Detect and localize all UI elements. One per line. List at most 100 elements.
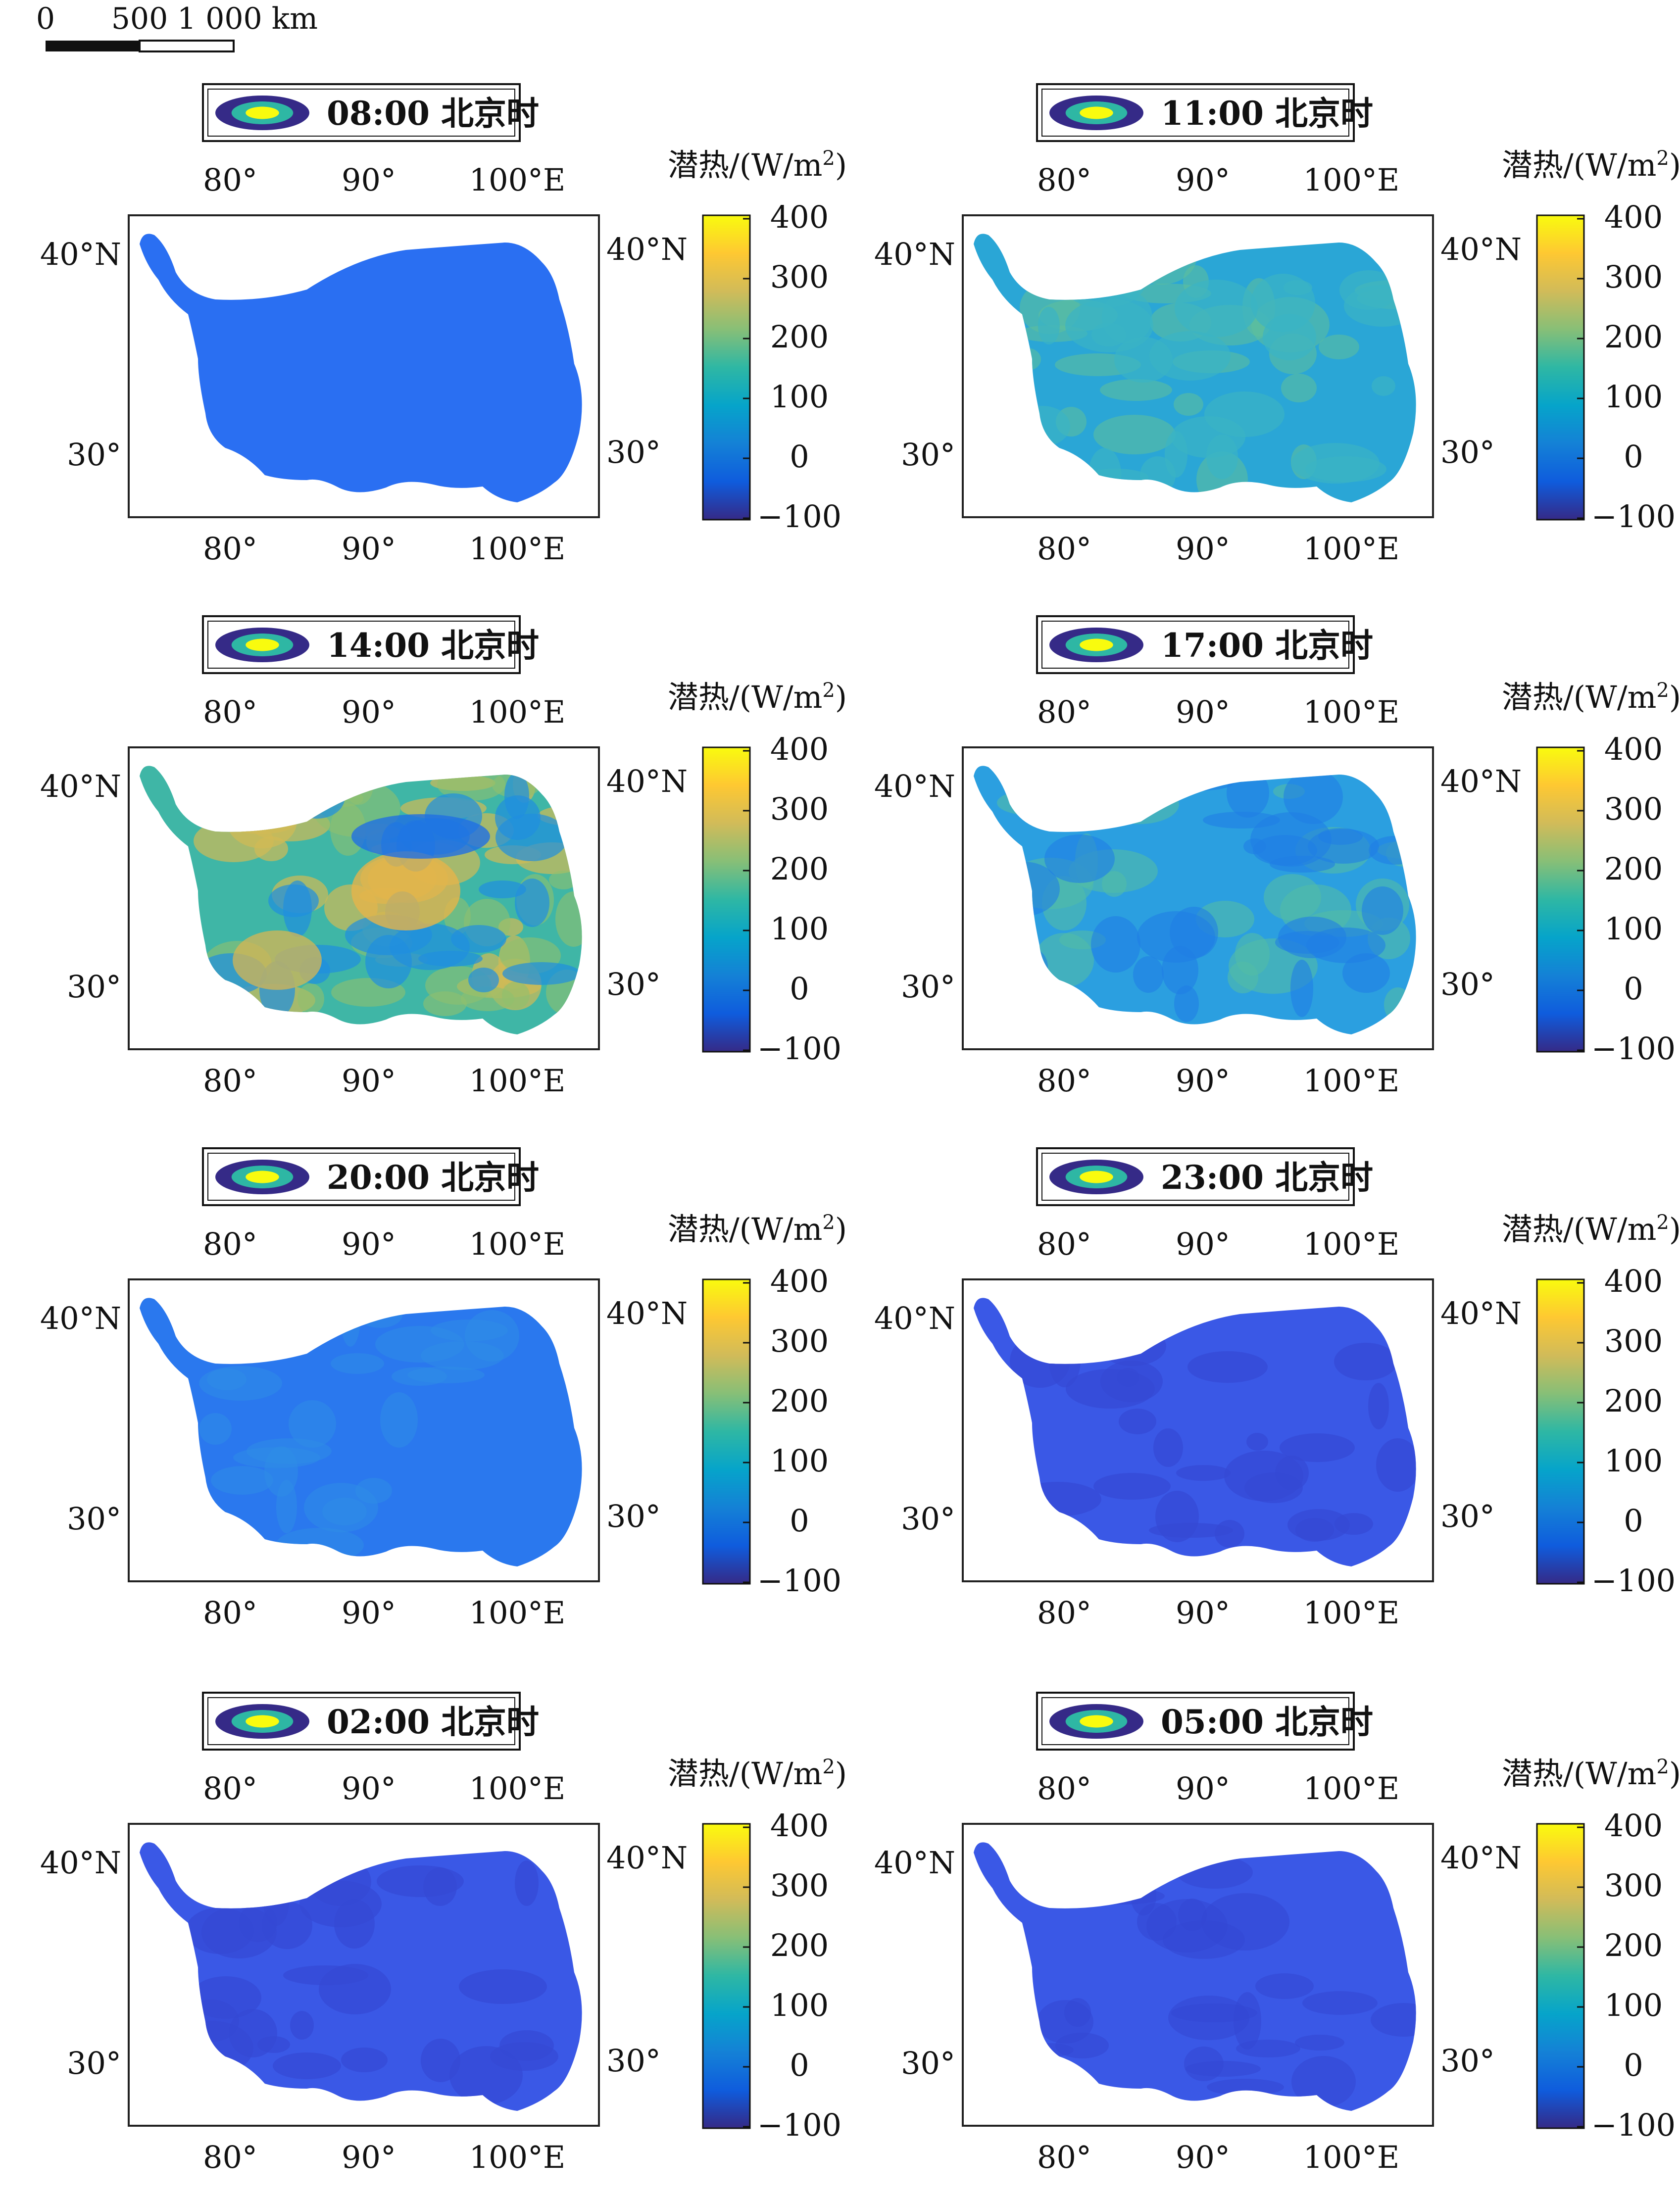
map-area [962, 746, 1434, 1050]
heat-patch [1255, 1973, 1314, 1999]
heat-patch [1270, 856, 1335, 873]
colorbar-tick-label: 100 [770, 379, 829, 415]
heat-patch [1280, 1433, 1355, 1462]
colorbar-tick-label: 300 [1604, 791, 1663, 827]
colorbar-title: 潜热/(W/m2) [1502, 147, 1680, 183]
heat-patch [201, 1906, 277, 1958]
heat-patch [549, 871, 578, 889]
lat-tick-label-left: 40°N [874, 1845, 955, 1881]
colorbar-tick-label: 0 [790, 1503, 809, 1539]
legend-ellipse-icon [215, 628, 309, 662]
heat-patch [479, 880, 526, 898]
heat-patch [1187, 1351, 1268, 1383]
lon-tick-label-bottom: 80° [1037, 2139, 1091, 2175]
colorbar-tick-label: 0 [790, 971, 809, 1007]
lat-tick-label-right: 30° [1440, 966, 1495, 1002]
heat-patch [375, 1326, 464, 1363]
colorbar-tick-label: 100 [770, 1443, 829, 1479]
lat-tick-label-left: 40°N [874, 236, 955, 272]
heat-patch [1215, 1520, 1244, 1548]
title-inner-frame [207, 1153, 515, 1201]
heat-patch [1176, 1465, 1231, 1481]
colorbar [702, 746, 751, 1053]
panel-title-box: 08:00 北京时 [202, 83, 539, 142]
colorbar-tick-label: 100 [1604, 1443, 1663, 1479]
panel-time-label: 17:00 北京时 [1161, 626, 1373, 665]
colorbar-tick-label: 400 [770, 199, 829, 235]
heat-patch [1306, 928, 1385, 963]
colorbar-tick-label: 100 [1604, 1987, 1663, 2023]
lon-tick-label-top: 80° [1037, 1770, 1091, 1807]
lat-tick-label-left: 40°N [40, 236, 121, 272]
heat-patch [1163, 1920, 1245, 1959]
colorbar-tick-label: 300 [770, 1323, 829, 1359]
lon-tick-label-top: 90° [342, 1770, 396, 1807]
lat-tick-label-left: 40°N [40, 1300, 121, 1336]
scale-bar-white [139, 40, 235, 52]
heat-patch [499, 2030, 554, 2061]
colorbar-tick-label: 400 [770, 731, 829, 767]
lat-tick-label-right: 40°N [1440, 763, 1522, 799]
heat-patch [290, 2011, 314, 2040]
heat-patch [1100, 379, 1172, 401]
colorbar-tick-label: −100 [1591, 498, 1676, 535]
lon-tick-label-bottom: 90° [342, 531, 396, 567]
colorbar-tick-label: 300 [770, 1867, 829, 1904]
heat-patch [1133, 956, 1164, 993]
lat-tick-label-left: 40°N [874, 768, 955, 804]
colorbar-title: 潜热/(W/m2) [1502, 1211, 1680, 1247]
heat-patch [1091, 323, 1126, 346]
heat-patch [1362, 886, 1403, 935]
colorbar-tick-label: 200 [770, 1927, 829, 1963]
heat-patch [380, 1392, 418, 1448]
heat-patch [322, 1498, 367, 1525]
legend-ellipse-icon [215, 96, 309, 130]
legend-ellipse-icon [1049, 628, 1143, 662]
colorbar-tick-label: 300 [770, 259, 829, 295]
lat-tick-label-right: 40°N [606, 1840, 688, 1876]
heat-hotspot [351, 851, 460, 930]
panel-title-box: 20:00 北京时 [202, 1147, 539, 1206]
colorbar-tick-label: −100 [757, 2107, 841, 2143]
colorbar-tick-label: 0 [1624, 439, 1643, 475]
heat-patch [1100, 1361, 1163, 1402]
colorbar-tick-label: 200 [1604, 1383, 1663, 1419]
lon-tick-label-bottom: 100°E [469, 531, 566, 567]
heat-patch [1038, 307, 1060, 344]
heat-patch [377, 1865, 464, 1897]
heat-patch [495, 795, 541, 840]
lat-tick-label-right: 30° [606, 1498, 661, 1534]
colorbar-tick-label: 100 [1604, 911, 1663, 947]
lon-tick-label-bottom: 90° [342, 1595, 396, 1631]
lon-tick-label-top: 100°E [469, 162, 566, 198]
lon-tick-label-top: 80° [203, 1226, 257, 1262]
lon-tick-label-top: 90° [342, 694, 396, 730]
scale-bar: 0 500 1 000 km [36, 1, 318, 52]
map-panel: 17:00 北京时 80° 90° 100°E 40°N 30° 40°N 30° 80° 90°… [874, 615, 1680, 1099]
colorbar-tick-label: 200 [770, 319, 829, 355]
lon-tick-label-top: 90° [1176, 1226, 1230, 1262]
heat-hotspot [233, 930, 322, 990]
panel-time-label: 08:00 北京时 [327, 94, 539, 133]
lat-tick-label-right: 30° [1440, 2043, 1495, 2079]
heat-patch [1091, 916, 1140, 973]
colorbar-tick-label: 200 [1604, 319, 1663, 355]
lat-tick-label-right: 30° [1440, 434, 1495, 470]
heat-patch [1368, 1383, 1389, 1429]
colorbar-title: 潜热/(W/m2) [1502, 679, 1680, 715]
heat-patch [555, 891, 582, 947]
heat-patch [1153, 1428, 1183, 1467]
heat-patch [1093, 415, 1176, 454]
heat-patch [407, 1367, 485, 1383]
colorbar [1536, 214, 1585, 521]
heat-patch [1319, 335, 1359, 359]
heat-patch [1371, 2003, 1416, 2037]
map-panel: 02:00 北京时 80° 90° 100°E 40°N 30° 40°N 30° 80° 90°… [40, 1692, 847, 2175]
heat-patch [1207, 2079, 1284, 2096]
map-panel: 23:00 北京时 80° 90° 100°E 40°N 30° 40°N 30° 80° 90°… [874, 1147, 1680, 1631]
title-inner-frame [207, 1697, 515, 1745]
map-area [962, 1278, 1434, 1582]
heat-patch [1234, 1992, 1261, 2050]
lat-tick-label-right: 30° [606, 2043, 661, 2079]
heat-patch [1203, 812, 1280, 829]
